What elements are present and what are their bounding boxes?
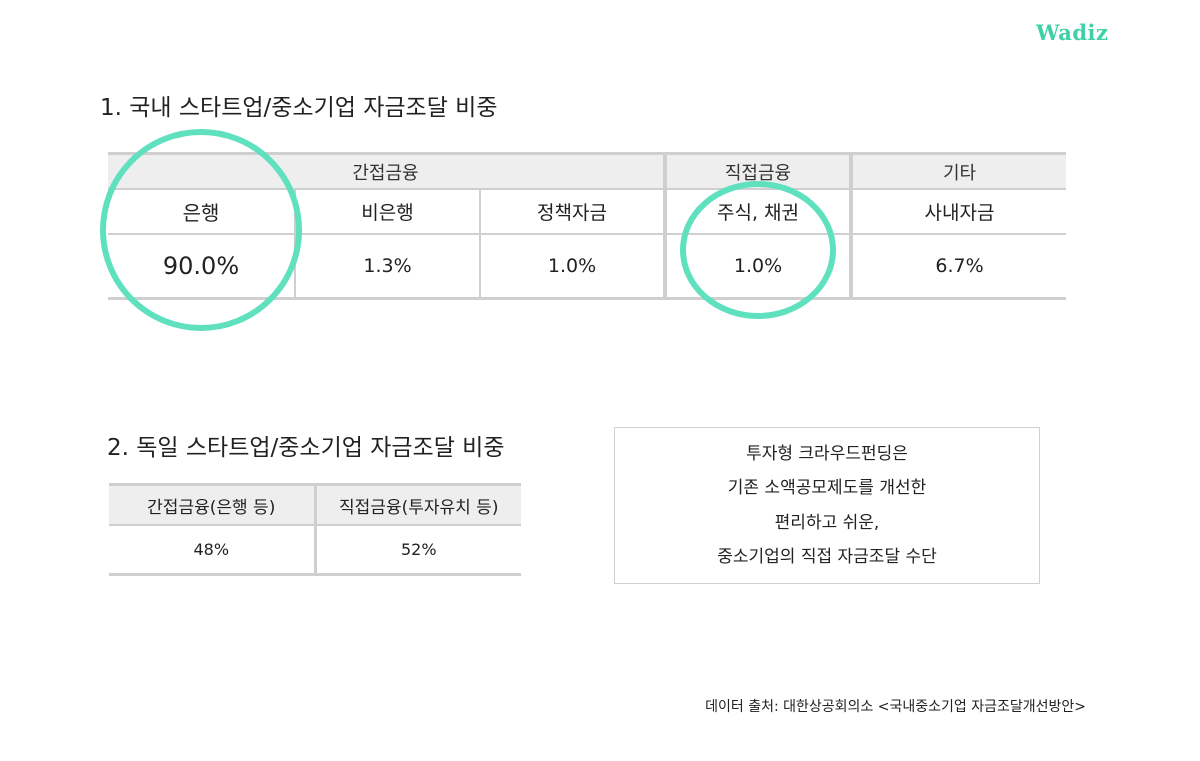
table-row: 90.0% 1.3% 1.0% 1.0% 6.7% [108, 234, 1066, 300]
note-line: 중소기업의 직접 자금조달 수단 [717, 547, 937, 567]
value-indirect: 48% [109, 525, 315, 576]
note-line: 편리하고 쉬운, [774, 512, 880, 533]
note-line: 투자형 크라우드펀딩은 [746, 443, 908, 464]
value-stocks-bonds: 1.0% [663, 234, 851, 300]
crowdfunding-note-box: 투자형 크라우드펀딩은 기존 소액공모제도를 개선한 편리하고 쉬운, 중소기업… [614, 427, 1040, 584]
table-header-row: 간접금융(은행 등) 직접금융(투자유치 등) [109, 483, 521, 526]
korea-funding-table: 간접금융 직접금융 기타 은행 비은행 정책자금 주식, 채권 사내자금 90.… [108, 152, 1066, 300]
column-header-policy-fund: 정책자금 [479, 189, 665, 235]
section-1-title: 1. 국내 스타트업/중소기업 자금조달 비중 [100, 95, 498, 121]
value-internal-fund: 6.7% [849, 234, 1066, 300]
note-line: 기존 소액공모제도를 개선한 [727, 478, 927, 498]
column-header-indirect: 간접금융(은행 등) [109, 483, 315, 526]
germany-funding-table: 간접금융(은행 등) 직접금융(투자유치 등) 48% 52% [109, 483, 521, 576]
column-header-internal-fund: 사내자금 [849, 189, 1066, 235]
group-header-indirect: 간접금융 [108, 152, 665, 190]
value-direct: 52% [313, 525, 521, 576]
group-header-direct: 직접금융 [663, 152, 851, 190]
column-header-direct: 직접금융(투자유치 등) [313, 483, 521, 526]
value-nonbank: 1.3% [294, 234, 480, 300]
column-header-stocks-bonds: 주식, 채권 [663, 189, 851, 235]
table-header-row: 은행 비은행 정책자금 주식, 채권 사내자금 [108, 189, 1066, 235]
section-2-title: 2. 독일 스타트업/중소기업 자금조달 비중 [107, 435, 505, 461]
value-bank: 90.0% [108, 234, 295, 300]
column-header-nonbank: 비은행 [294, 189, 480, 235]
column-header-bank: 은행 [108, 189, 295, 235]
table-row: 48% 52% [109, 525, 521, 576]
wadiz-logo: Wadiz [1036, 20, 1109, 45]
data-source-caption: 데이터 출처: 대한상공회의소 <국내중소기업 자금조달개선방안> [705, 699, 1086, 715]
value-policy-fund: 1.0% [479, 234, 665, 300]
group-header-other: 기타 [849, 152, 1066, 190]
table-group-row: 간접금융 직접금융 기타 [108, 152, 1066, 190]
